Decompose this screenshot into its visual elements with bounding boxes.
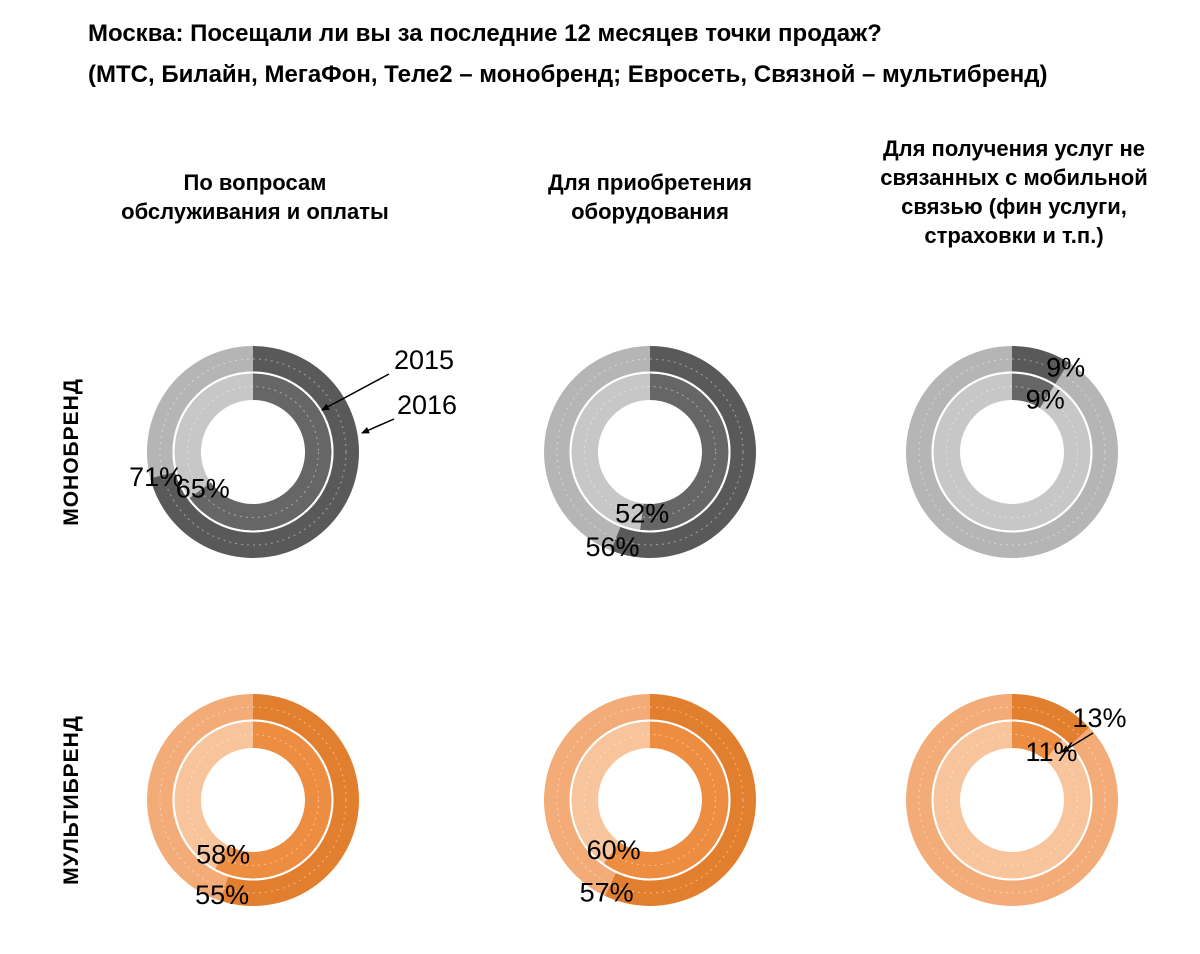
ring-separator <box>931 371 1093 533</box>
outer-ring-guide <box>159 358 347 546</box>
donut-monobrand-service: 71%65% <box>129 346 360 558</box>
ring-inner-remainder <box>571 721 650 864</box>
ring-outer-2016-slice <box>1012 694 1090 745</box>
ring-inner-2015-slice <box>640 373 729 531</box>
data-label-2015: 11% <box>1025 737 1077 767</box>
inner-ring-guide <box>584 386 716 518</box>
ring-separator <box>172 371 334 533</box>
data-label-2015: 60% <box>587 835 641 865</box>
ring-inner-remainder <box>571 373 650 530</box>
ring-separator <box>569 371 731 533</box>
ring-inner-2015-slice <box>1012 373 1055 409</box>
ring-outer-2016-slice <box>604 694 757 906</box>
data-label-2016: 9% <box>1046 353 1085 383</box>
ring-separator <box>172 719 334 881</box>
data-label-2015: 52% <box>615 499 669 529</box>
outer-ring-guide <box>556 358 744 546</box>
ring-outer-remainder <box>543 346 650 551</box>
data-label-2015: 58% <box>196 839 250 869</box>
ring-inner-remainder <box>933 721 1091 879</box>
inner-ring-guide <box>187 386 319 518</box>
ring-separator <box>931 719 1093 881</box>
outer-ring-guide <box>556 706 744 894</box>
chart-subtitle: (МТС, Билайн, МегаФон, Теле2 – монобренд… <box>88 61 1048 88</box>
ring-outer-2016-slice <box>220 694 360 906</box>
donut-multibrand-service: 55%58% <box>147 694 360 910</box>
data-label-2015: 9% <box>1026 385 1065 415</box>
data-label-2016: 55% <box>195 880 249 910</box>
data-label-2016: 57% <box>580 877 634 907</box>
donut-monobrand-non_mobile: 9%9% <box>906 346 1119 558</box>
donut-multibrand-non_mobile: 13%11% <box>905 694 1127 906</box>
ring-inner-2015-slice <box>603 721 729 879</box>
inner-ring-guide <box>946 386 1078 518</box>
ring-outer-2016-slice <box>1012 346 1069 385</box>
ring-inner-remainder <box>174 373 253 499</box>
outer-ring-guide <box>918 706 1106 894</box>
ring-inner-2015-slice <box>189 373 332 531</box>
data-label-2016: 56% <box>585 532 639 562</box>
donut-monobrand-equipment: 56%52% <box>543 346 756 562</box>
ring-outer-remainder <box>147 346 253 479</box>
data-label-2015: 65% <box>176 473 230 503</box>
ring-outer-remainder <box>147 694 253 901</box>
outer-ring-guide <box>159 706 347 894</box>
ring-inner-remainder <box>174 721 253 869</box>
inner-ring-guide <box>584 734 716 866</box>
ring-inner-2015-slice <box>1012 721 1063 760</box>
data-label-2016: 71% <box>129 462 183 492</box>
column-header-non-mobile-services: Для получения услуг не связанных с мобил… <box>880 136 1148 249</box>
ring-separator <box>569 719 731 881</box>
donut-multibrand-equipment: 57%60% <box>544 694 757 907</box>
ring-outer-2016-slice <box>610 346 756 558</box>
ring-inner-2015-slice <box>215 721 332 879</box>
outer-ring-guide <box>918 358 1106 546</box>
ring-inner-remainder <box>933 373 1091 531</box>
column-header-service: По вопросам обслуживания и оплаты <box>121 170 389 225</box>
column-header-equipment: Для приобретения оборудования <box>548 170 752 225</box>
chart-title: Москва: Посещали ли вы за последние 12 м… <box>88 20 882 47</box>
inner-ring-guide <box>946 734 1078 866</box>
ring-outer-remainder <box>544 694 650 896</box>
inner-ring-guide <box>187 734 319 866</box>
data-label-2016: 13% <box>1072 703 1126 733</box>
